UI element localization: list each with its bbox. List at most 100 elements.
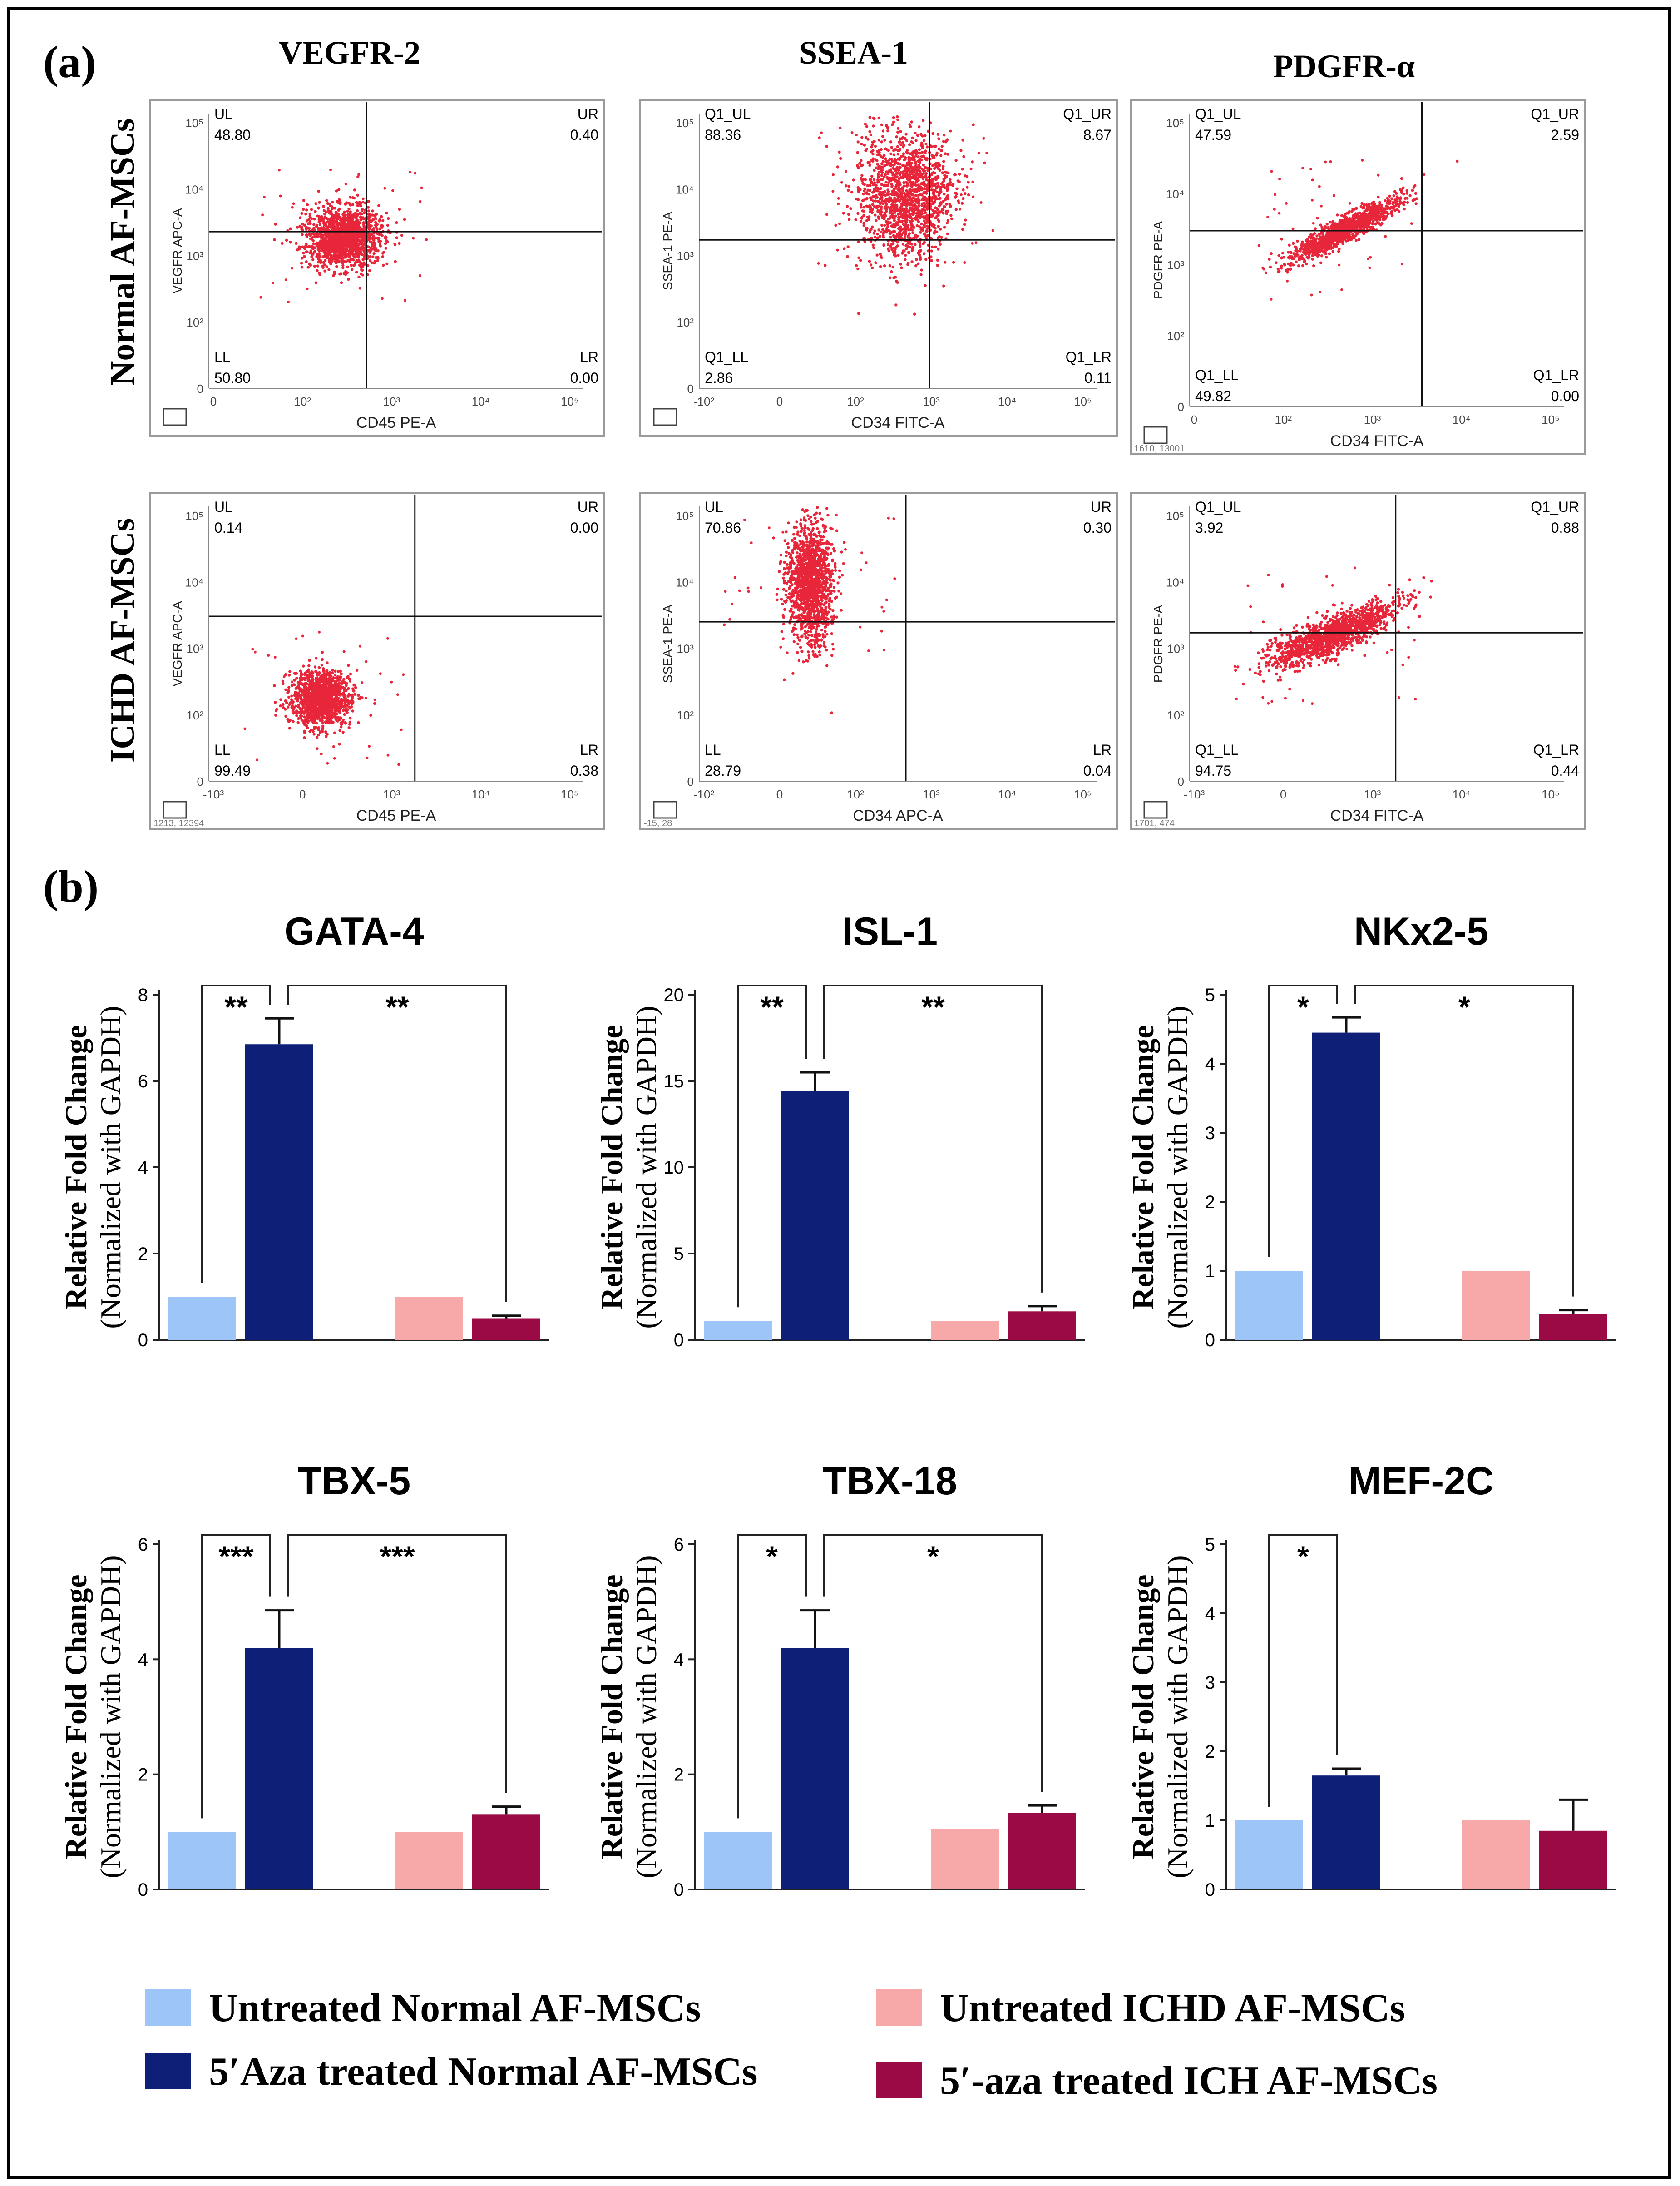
flow-event [287, 695, 291, 699]
flow-event [874, 144, 877, 148]
flow-event [329, 255, 333, 258]
flow-event [1316, 217, 1319, 220]
flow-event [974, 241, 978, 244]
flow-event [871, 203, 875, 206]
flow-x-tick: 10⁵ [1074, 395, 1092, 408]
flow-event [1298, 258, 1301, 261]
flow-event [905, 171, 909, 174]
flow-event [914, 131, 917, 135]
flow-event [880, 174, 884, 177]
flow-event [909, 183, 913, 187]
flow-event [941, 171, 944, 174]
flow-event [1396, 197, 1399, 200]
flow-event [361, 239, 364, 243]
flow-event [289, 241, 292, 244]
flow-event [1319, 204, 1323, 208]
flow-event [914, 243, 917, 247]
flow-x-tick: 0 [776, 395, 783, 408]
flow-event [903, 216, 907, 219]
flow-event [887, 149, 890, 152]
flow-event [868, 164, 871, 167]
flow-event [1361, 159, 1364, 162]
flow-event [1296, 239, 1299, 243]
flow-event [910, 223, 913, 226]
flow-event [944, 210, 948, 213]
flow-event [894, 185, 898, 188]
flow-event [400, 234, 403, 237]
flow-event [340, 281, 343, 284]
flow-event [414, 172, 417, 175]
flow-event [338, 207, 341, 211]
flow-event [891, 242, 895, 245]
flow-event [921, 119, 925, 122]
flow-event [1352, 215, 1355, 218]
flow-event [1456, 159, 1459, 163]
flow-event [931, 132, 934, 135]
flow-event [850, 131, 854, 134]
flow-event [332, 233, 336, 236]
flow-event [896, 118, 899, 121]
flow-event [420, 186, 423, 189]
quadrant-ur-value: 0.40 [570, 127, 598, 143]
flow-event [346, 232, 349, 235]
flow-event [876, 181, 879, 184]
flow-event [403, 218, 406, 221]
flow-event [355, 243, 358, 246]
flow-event [908, 161, 911, 164]
flow-event [934, 216, 938, 219]
flow-event [917, 165, 920, 169]
flow-event [328, 249, 331, 253]
flow-event [1276, 268, 1280, 271]
flow-event [393, 242, 396, 246]
flow-event [914, 160, 918, 164]
flow-event [316, 269, 319, 273]
flow-event [859, 259, 862, 262]
flow-event [876, 236, 879, 240]
flow-event [376, 232, 380, 236]
flow-event [357, 242, 361, 246]
flow-event [887, 218, 890, 221]
flow-event [362, 255, 366, 258]
flow-event [360, 209, 364, 212]
flow-event [331, 671, 334, 674]
flow-event [876, 187, 880, 190]
flow-y-label: VEGFR APC-A [170, 601, 184, 687]
flow-event [893, 219, 896, 222]
flow-event [931, 192, 934, 195]
flow-event [954, 196, 957, 199]
flow-x-label: CD45 PE-A [356, 414, 436, 431]
flow-event [334, 256, 337, 259]
flow-event [904, 181, 908, 184]
flow-event [935, 207, 938, 210]
flow-event [878, 235, 881, 238]
flow-event [857, 312, 860, 315]
flow-event [340, 238, 343, 242]
flow-event [369, 220, 372, 223]
flow-event [1326, 240, 1329, 243]
flow-event [347, 217, 351, 220]
quadrant-lr-name: Q1_LR [1066, 349, 1112, 365]
flow-event [862, 209, 865, 213]
flow-event [325, 248, 328, 252]
flow-event [954, 159, 958, 162]
flow-event [332, 274, 335, 278]
flow-event [896, 232, 899, 236]
flow-event [911, 141, 915, 144]
flow-event [899, 212, 902, 215]
flow-event [348, 260, 351, 263]
flow-event [875, 183, 878, 187]
flow-event [831, 190, 835, 193]
flow-row-label: Normal AF-MSCs [104, 119, 142, 386]
flow-event [1328, 252, 1331, 255]
flow-event [308, 659, 311, 662]
flow-event [865, 192, 869, 195]
flow-event [910, 120, 914, 124]
flow-event [925, 229, 929, 233]
flow-event [918, 161, 922, 164]
flow-event [838, 222, 841, 225]
flow-event [920, 222, 923, 226]
flow-event [331, 258, 334, 261]
flow-event [344, 248, 347, 252]
